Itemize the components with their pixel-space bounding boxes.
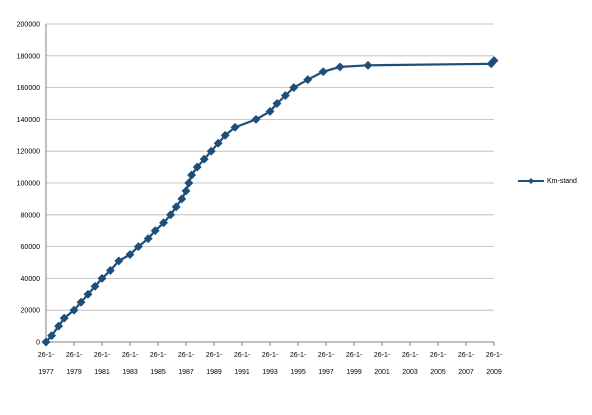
gridlines xyxy=(46,23,494,343)
x-tick-label-top: 26-1- xyxy=(402,352,419,359)
series-line xyxy=(45,59,495,343)
data-point-marker xyxy=(125,249,135,260)
x-tick-label-bottom: 2003 xyxy=(402,369,418,376)
data-point-marker xyxy=(280,90,290,101)
y-tick-labels: 0 20000 40000 60000 80000 100000 120000 140000 1… xyxy=(17,22,40,347)
y-tick-label: 80000 xyxy=(21,212,41,219)
x-tick-label-top: 26-1- xyxy=(318,352,335,359)
y-tick-label: 120000 xyxy=(17,149,40,156)
x-tick-label-top: 26-1- xyxy=(262,352,279,359)
x-tick-label-bottom: 1991 xyxy=(234,369,250,376)
axes xyxy=(45,24,495,346)
data-point-marker xyxy=(133,242,143,252)
x-tick-label-top: 26-1- xyxy=(234,352,251,359)
y-tick-label: 180000 xyxy=(17,53,40,60)
x-tick-label-bottom: 1987 xyxy=(178,369,194,376)
legend: Km-stand xyxy=(518,178,577,185)
x-tick-label-top: 26-1- xyxy=(290,352,307,359)
data-point-marker xyxy=(150,226,160,236)
data-point-marker xyxy=(184,178,194,188)
data-point-marker xyxy=(230,122,240,132)
x-tick-label-top: 26-1- xyxy=(346,352,363,359)
data-point-marker xyxy=(289,83,299,93)
data-point-marker xyxy=(213,138,223,148)
x-tick-label-bottom: 2001 xyxy=(374,369,390,376)
data-point-marker xyxy=(177,194,187,204)
x-tick-labels: 26-1- 1977 26-1- 1979 26-1- 1981 26-1- 1983 26-1… xyxy=(38,352,503,376)
y-tick-label: 160000 xyxy=(17,85,40,92)
y-tick-label: 100000 xyxy=(17,181,40,188)
data-point-marker xyxy=(166,210,176,220)
data-point-marker xyxy=(143,234,153,244)
data-point-marker xyxy=(47,331,57,341)
data-point-marker xyxy=(251,114,261,124)
x-tick-label-top: 26-1- xyxy=(486,352,503,359)
x-tick-label-bottom: 1999 xyxy=(346,369,362,376)
x-tick-label-top: 26-1- xyxy=(122,352,139,359)
data-point-marker xyxy=(206,146,216,156)
data-point-marker xyxy=(159,218,169,228)
x-tick-label-top: 26-1- xyxy=(66,352,83,359)
x-tick-label-bottom: 2005 xyxy=(430,369,446,376)
data-point-marker xyxy=(171,202,181,212)
x-tick-label-bottom: 1997 xyxy=(318,369,334,376)
data-point-marker xyxy=(41,337,51,347)
x-tick-label-bottom: 1981 xyxy=(94,369,110,376)
y-tick-label: 60000 xyxy=(21,244,41,251)
x-tick-label-bottom: 1993 xyxy=(262,369,278,376)
x-tick-label-bottom: 1977 xyxy=(38,369,54,376)
data-point-marker xyxy=(76,297,86,307)
data-point-marker xyxy=(114,256,124,266)
x-tick-label-bottom: 1979 xyxy=(66,369,82,376)
x-tick-label-bottom: 2009 xyxy=(486,369,502,376)
x-tick-label-bottom: 1985 xyxy=(150,369,166,376)
x-tick-label-top: 26-1- xyxy=(458,352,475,359)
data-point-marker xyxy=(54,321,64,331)
data-point-marker xyxy=(192,162,202,172)
data-point-marker xyxy=(363,60,373,70)
x-tick-label-top: 26-1- xyxy=(178,352,195,359)
x-tick-label-bottom: 2007 xyxy=(458,369,474,376)
x-tick-label-top: 26-1- xyxy=(206,352,223,359)
x-tick-label-bottom: 1983 xyxy=(122,369,138,376)
data-point-marker xyxy=(220,130,230,140)
data-point-marker xyxy=(97,273,107,283)
x-tick-label-top: 26-1- xyxy=(94,352,111,359)
data-point-marker xyxy=(335,62,345,72)
data-point-marker xyxy=(187,170,197,180)
data-point-marker xyxy=(83,289,93,299)
x-tick-label-bottom: 1995 xyxy=(290,369,306,376)
data-point-marker xyxy=(318,67,328,77)
x-tick-label-top: 26-1- xyxy=(150,352,167,359)
x-tick-label-bottom: 1989 xyxy=(206,369,222,376)
data-point-marker xyxy=(199,154,209,164)
data-point-marker xyxy=(90,281,100,291)
data-point-marker xyxy=(265,106,275,117)
data-point-marker xyxy=(489,56,499,66)
x-tick-label-top: 26-1- xyxy=(38,352,55,359)
legend-marker xyxy=(528,178,534,184)
legend-label: Km-stand xyxy=(547,178,577,185)
x-tick-label-top: 26-1- xyxy=(430,352,447,359)
data-point-marker xyxy=(105,265,115,276)
y-tick-label: 140000 xyxy=(17,117,40,124)
data-point-marker xyxy=(303,75,313,85)
data-point-marker xyxy=(59,313,69,323)
y-tick-label: 200000 xyxy=(17,22,40,29)
series-group xyxy=(41,56,499,347)
data-point-marker xyxy=(69,305,79,315)
data-point-marker xyxy=(272,98,282,109)
y-tick-label: 0 xyxy=(36,340,40,347)
y-tick-label: 20000 xyxy=(21,308,41,315)
x-tick-label-top: 26-1- xyxy=(374,352,391,359)
data-point-marker xyxy=(181,186,191,196)
y-tick-label: 40000 xyxy=(21,276,41,283)
